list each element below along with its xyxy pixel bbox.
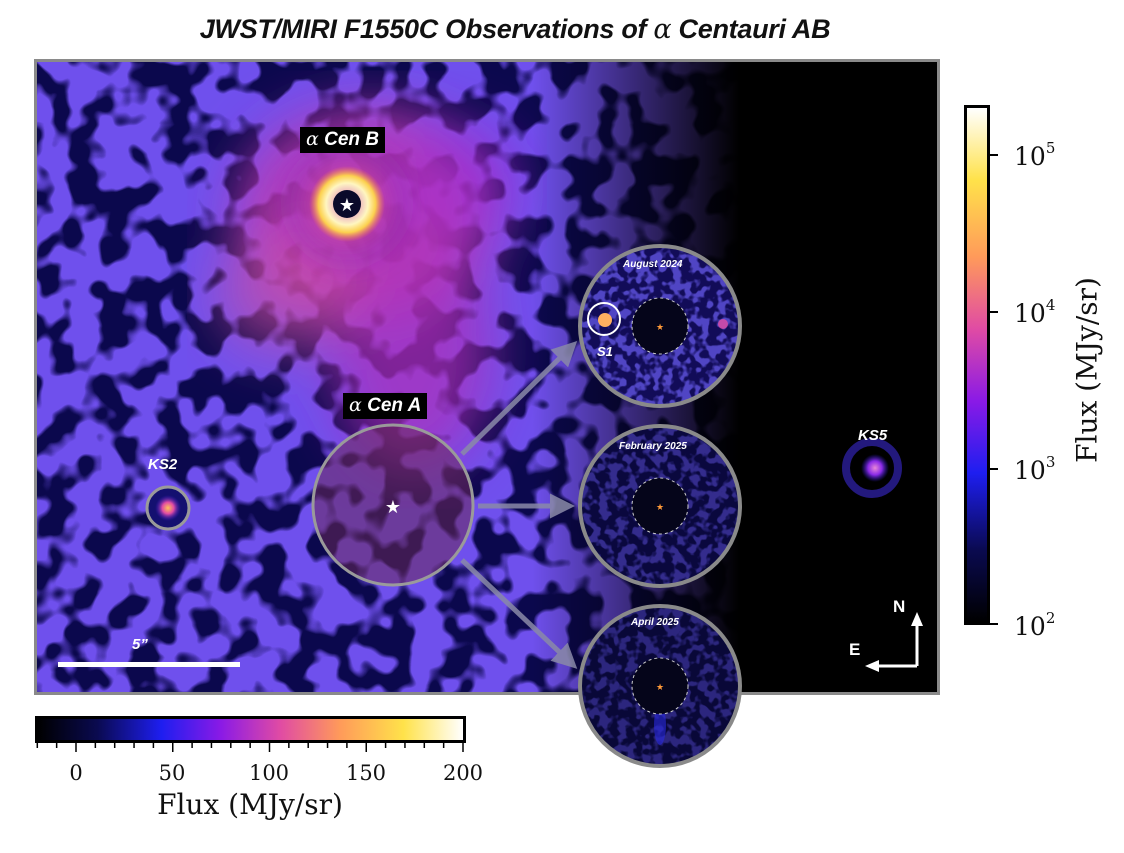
compass-arrows bbox=[865, 612, 923, 672]
log-tick-1e2: 102 bbox=[1014, 609, 1055, 641]
star-icon-3: ★ bbox=[656, 683, 664, 693]
cen-a-star-icon: ★ bbox=[385, 497, 401, 518]
title-prefix: JWST/MIRI F1550C Observations of bbox=[199, 14, 654, 44]
log-tick-1e4-exp: 4 bbox=[1045, 296, 1056, 314]
log-tick-1e4-base: 10 bbox=[1014, 299, 1046, 328]
cen-a-label-greek: α bbox=[349, 394, 362, 416]
cen-b-label: α Cen B bbox=[300, 127, 386, 153]
cen-a-label-text: Cen A bbox=[361, 395, 422, 416]
main-image-svg: ★ ★ bbox=[37, 62, 937, 692]
ks2-source bbox=[155, 495, 181, 521]
star-icon-1: ★ bbox=[656, 323, 664, 333]
linear-tick-0: 0 bbox=[69, 761, 83, 785]
star-icon-2: ★ bbox=[656, 503, 664, 513]
epoch-label-august: August 2024 bbox=[623, 259, 683, 270]
cen-b-label-text: Cen B bbox=[318, 129, 380, 150]
log-tick-1e5: 105 bbox=[1014, 139, 1055, 171]
linear-tick-100: 100 bbox=[248, 761, 290, 785]
ks2-marker[interactable] bbox=[145, 485, 191, 531]
inset-august-2024[interactable]: ★ bbox=[578, 244, 742, 408]
inset-april-2025[interactable]: ★ bbox=[578, 604, 742, 768]
linear-tick-50: 50 bbox=[158, 761, 186, 785]
epoch-label-april: April 2025 bbox=[631, 617, 679, 628]
linear-colorbar bbox=[35, 716, 466, 743]
linear-tick-150: 150 bbox=[345, 761, 387, 785]
ks2-label: KS2 bbox=[148, 456, 178, 473]
north-label: N bbox=[893, 597, 906, 616]
log-tick-1e3-exp: 3 bbox=[1045, 453, 1056, 471]
cen-a-label: α Cen A bbox=[343, 393, 428, 419]
ks5-ring bbox=[842, 438, 902, 498]
ks5-label: KS5 bbox=[858, 427, 888, 444]
cen-b-core bbox=[333, 190, 361, 218]
coronagraph-mask-3 bbox=[631, 657, 689, 715]
log-tick-1e3-base: 10 bbox=[1014, 456, 1046, 485]
log-tick-1e2-exp: 2 bbox=[1045, 609, 1056, 627]
scale-bar-label: 5” bbox=[132, 636, 148, 653]
right-dark-region bbox=[37, 62, 937, 692]
log-colorbar bbox=[964, 105, 990, 625]
cen-a-mask[interactable] bbox=[311, 423, 475, 587]
scale-bar bbox=[58, 662, 240, 667]
ks5-source bbox=[861, 454, 889, 482]
log-tick-1e2-base: 10 bbox=[1014, 612, 1046, 641]
log-colorbar-label: Flux (MJy/sr) bbox=[1070, 277, 1104, 463]
figure-title: JWST/MIRI F1550C Observations of α Centa… bbox=[0, 14, 1030, 45]
cen-b-star-icon: ★ bbox=[339, 195, 355, 216]
epoch-label-february: February 2025 bbox=[619, 441, 687, 452]
east-label: E bbox=[849, 640, 861, 659]
coronagraph-mask-1 bbox=[631, 297, 689, 355]
title-suffix: Centauri AB bbox=[671, 14, 831, 44]
coronagraph-mask-2 bbox=[631, 477, 689, 535]
linear-colorbar-label: Flux (MJy/sr) bbox=[157, 788, 343, 821]
main-image-panel: ★ ★ bbox=[34, 59, 940, 695]
log-tick-1e4: 104 bbox=[1014, 296, 1055, 328]
s1-label: S1 bbox=[597, 344, 613, 359]
cen-b-label-greek: α bbox=[306, 128, 319, 150]
log-tick-1e3: 103 bbox=[1014, 453, 1055, 485]
inset-february-2025[interactable]: ★ bbox=[578, 424, 742, 588]
log-tick-1e5-base: 10 bbox=[1014, 142, 1046, 171]
log-tick-1e5-exp: 5 bbox=[1045, 139, 1056, 157]
s1-marker[interactable] bbox=[587, 302, 621, 336]
s1-source bbox=[598, 313, 612, 327]
title-greek: α bbox=[653, 14, 672, 45]
linear-tick-200: 200 bbox=[442, 761, 484, 785]
